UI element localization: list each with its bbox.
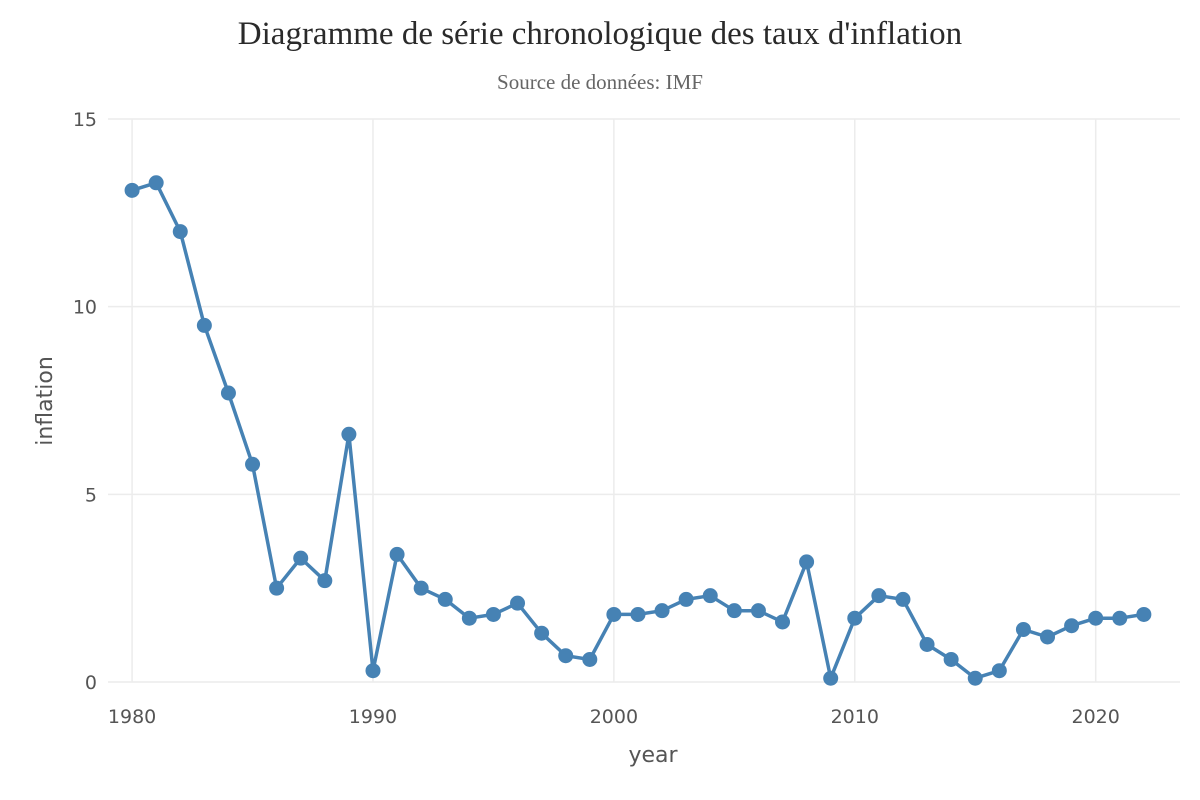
data-point[interactable] <box>196 317 212 333</box>
data-point[interactable] <box>124 182 140 198</box>
data-point[interactable] <box>269 580 285 596</box>
data-point[interactable] <box>413 580 429 596</box>
data-point[interactable] <box>582 651 598 667</box>
data-point[interactable] <box>847 610 863 626</box>
data-point[interactable] <box>895 591 911 607</box>
x-axis-title: year <box>628 743 678 768</box>
y-tick-label: 0 <box>85 672 97 694</box>
data-point[interactable] <box>967 670 983 686</box>
data-point[interactable] <box>245 456 261 472</box>
data-point[interactable] <box>799 554 815 570</box>
data-point[interactable] <box>293 550 309 566</box>
x-tick-label: 1990 <box>349 706 397 728</box>
data-point[interactable] <box>341 426 357 442</box>
data-point[interactable] <box>510 595 526 611</box>
data-point[interactable] <box>750 603 766 619</box>
grid-lines <box>108 118 1180 683</box>
data-point[interactable] <box>678 591 694 607</box>
data-point[interactable] <box>220 385 236 401</box>
data-point[interactable] <box>943 651 959 667</box>
data-point[interactable] <box>1088 610 1104 626</box>
data-point[interactable] <box>871 588 887 604</box>
data-point[interactable] <box>1136 606 1152 622</box>
data-point[interactable] <box>389 546 405 562</box>
data-point[interactable] <box>485 606 501 622</box>
data-point[interactable] <box>630 606 646 622</box>
data-point[interactable] <box>726 603 742 619</box>
x-tick-label: 2000 <box>590 706 638 728</box>
y-tick-label: 10 <box>73 297 97 319</box>
x-axis: 1980 1990 2000 2010 2020 <box>108 706 1120 728</box>
y-tick-label: 15 <box>73 109 97 131</box>
data-point[interactable] <box>1112 610 1128 626</box>
data-point[interactable] <box>1040 629 1056 645</box>
data-point[interactable] <box>461 610 477 626</box>
data-point[interactable] <box>823 670 839 686</box>
data-point[interactable] <box>919 636 935 652</box>
data-point[interactable] <box>1015 621 1031 637</box>
y-axis-title: inflation <box>33 356 58 446</box>
y-axis: 0 5 10 15 <box>73 109 97 694</box>
series-layer <box>124 175 1152 686</box>
data-point[interactable] <box>606 606 622 622</box>
data-point[interactable] <box>317 573 333 589</box>
data-point[interactable] <box>702 588 718 604</box>
data-point[interactable] <box>654 603 670 619</box>
data-point[interactable] <box>558 648 574 664</box>
data-point[interactable] <box>148 175 164 191</box>
data-point[interactable] <box>775 614 791 630</box>
y-tick-label: 5 <box>85 484 97 506</box>
series-line <box>131 181 1145 680</box>
data-point[interactable] <box>172 224 188 240</box>
data-point[interactable] <box>1064 618 1080 634</box>
chart-subtitle: Source de données: IMF <box>497 70 703 94</box>
data-point[interactable] <box>365 663 381 679</box>
data-point[interactable] <box>534 625 550 641</box>
x-tick-label: 1980 <box>108 706 156 728</box>
data-point[interactable] <box>991 663 1007 679</box>
data-point[interactable] <box>437 591 453 607</box>
chart-title: Diagramme de série chronologique des tau… <box>237 16 963 52</box>
x-tick-label: 2020 <box>1072 706 1120 728</box>
x-tick-label: 2010 <box>831 706 879 728</box>
